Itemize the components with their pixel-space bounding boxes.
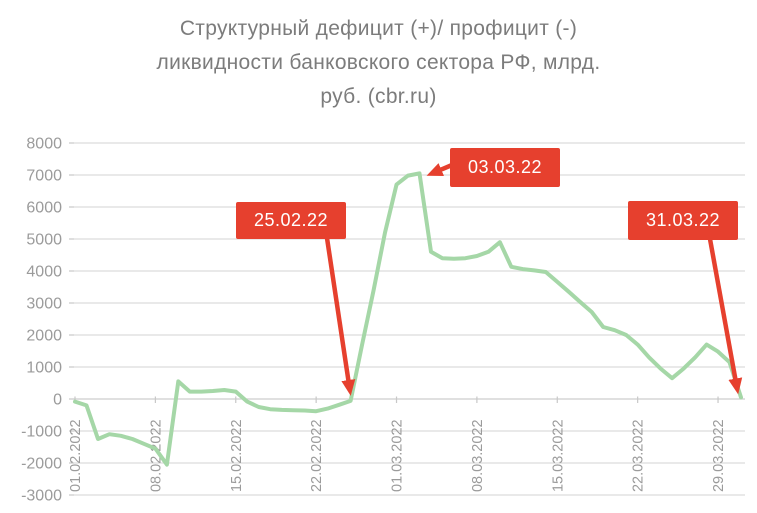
annotation-label: 03.03.22: [467, 157, 543, 177]
y-axis-label: 6000: [26, 200, 62, 217]
chart-title-line-3: руб. (cbr.ru): [320, 85, 437, 108]
y-axis-label: 5000: [26, 232, 62, 249]
x-axis-label: 08.02.2022: [148, 419, 164, 492]
y-axis-label: 3000: [26, 296, 62, 313]
y-axis-label: 4000: [26, 264, 62, 281]
y-axis-label: -2000: [21, 456, 62, 473]
annotation-box-03-03-22: 03.03.22: [450, 148, 560, 187]
annotation-arrow: [426, 162, 453, 176]
y-axis-label: -3000: [21, 488, 62, 505]
x-axis-label: 01.03.2022: [390, 419, 406, 492]
chart-title: Структурный дефицит (+)/ профицит (-) ли…: [0, 12, 757, 114]
y-axis-label: 1000: [26, 360, 62, 377]
x-axis-label: 15.03.2022: [550, 419, 566, 492]
y-axis-label: 2000: [26, 328, 62, 345]
annotation-arrow: [324, 237, 356, 396]
annotation-arrow: [707, 238, 743, 395]
annotation-box-25-02-22: 25.02.22: [236, 202, 346, 239]
annotation-label: 25.02.22: [253, 210, 329, 230]
series-line: [73, 171, 743, 467]
y-axis-label: 0: [53, 392, 62, 409]
annotation-label: 31.03.22: [645, 210, 721, 230]
annotation-box-31-03-22: 31.03.22: [628, 201, 738, 240]
chart-title-line-1: Структурный дефицит (+)/ профицит (-): [179, 17, 578, 40]
x-axis-label: 22.03.2022: [631, 419, 647, 492]
y-axis-label: -1000: [21, 424, 62, 441]
y-axis-label: 8000: [26, 136, 62, 153]
x-axis-label: 15.02.2022: [229, 419, 245, 492]
x-axis-label: 22.02.2022: [309, 419, 325, 492]
x-axis-label: 01.02.2022: [68, 419, 84, 492]
x-axis-label: 08.03.2022: [470, 419, 486, 492]
x-axis-label: 29.03.2022: [711, 419, 727, 492]
chart-title-line-2: ликвидности банковского сектора РФ, млрд…: [156, 51, 601, 74]
y-axis-label: 7000: [26, 168, 62, 185]
